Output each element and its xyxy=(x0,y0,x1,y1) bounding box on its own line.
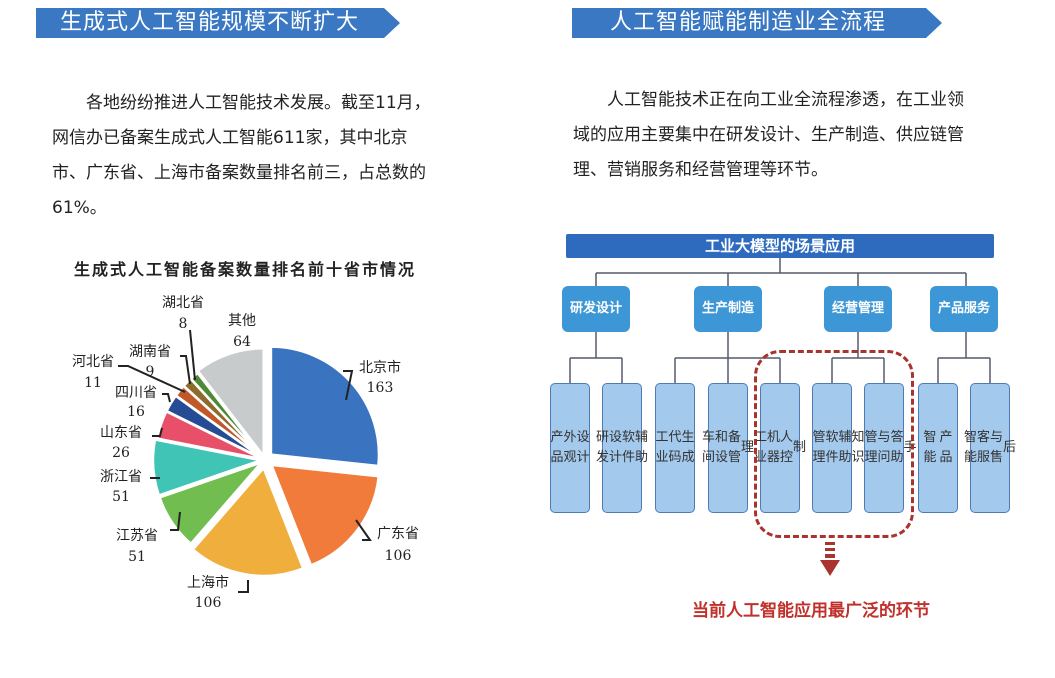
leaf-text-line: 车间 xyxy=(701,430,715,465)
highlight-dashed-box xyxy=(754,350,914,538)
leaf-text-line: 制 xyxy=(793,440,807,455)
right-paragraph-line: 理、营销服务和经营管理等环节。 xyxy=(573,160,828,180)
leaf-box: 智能 产品 xyxy=(918,383,958,513)
leaf-text-line: 代码 xyxy=(668,430,682,465)
label-hunan: 湖南省 xyxy=(129,344,171,360)
value-other: 64 xyxy=(233,334,251,350)
leaf-box: 智能 客服 与售后 xyxy=(964,383,1016,513)
label-shanghai: 上海市 xyxy=(187,574,229,591)
value-shandong: 26 xyxy=(112,445,130,461)
value-hubei: 8 xyxy=(179,316,188,332)
left-paragraph-line: 61%。 xyxy=(52,198,107,218)
value-hunan: 9 xyxy=(146,364,155,380)
value-beijing: 163 xyxy=(367,380,394,396)
leaf-text-line: 管理 xyxy=(812,430,826,465)
left-paragraph-line: 各地纷纷推进人工智能技术发展。截至11月， xyxy=(52,93,431,113)
leaf-text-line: 工业 xyxy=(655,430,669,465)
value-sichuan: 16 xyxy=(127,404,145,420)
category-rd-design: 研发设计 xyxy=(562,286,630,332)
right-banner-title: 人工智能赋能制造业全流程 xyxy=(610,10,887,35)
pie-slice-0 xyxy=(269,345,381,468)
category-operations: 经营管理 xyxy=(824,286,892,332)
label-guangdong: 广东省 xyxy=(377,526,419,542)
leaf-text-line: 辅助 xyxy=(838,430,852,465)
leaf-box: 知识 管理 与问 答助手 xyxy=(851,383,917,513)
pie-slice-2 xyxy=(191,465,305,578)
leaf-text-line: 与售 xyxy=(990,430,1004,465)
leaf-text-line: 软件 xyxy=(825,430,839,465)
label-sichuan: 四川省 xyxy=(115,385,157,401)
value-zhejiang: 51 xyxy=(112,489,130,505)
diagram-title: 工业大模型的场景应用 xyxy=(566,234,994,258)
leaf-text-line: 客服 xyxy=(976,430,990,465)
leaf-text-line: 和设 xyxy=(714,430,728,465)
leaf-text-line: 辅助 xyxy=(635,430,649,465)
left-paragraph-line: 网信办已备案生成式人工智能611家，其中北京 xyxy=(52,128,408,148)
leaf-text-line: 理 xyxy=(741,440,755,455)
leaf-text-line: 软件 xyxy=(622,430,636,465)
leaf-text-line: 机器 xyxy=(766,430,780,465)
leaf-text-line: 知识 xyxy=(851,430,865,465)
label-shandong: 山东省 xyxy=(100,425,142,441)
leaf-text-line: 产品 xyxy=(550,430,564,465)
left-banner-title: 生成式人工智能规模不断扩大 xyxy=(60,10,360,35)
leaf-box: 车间 和设 备管理 xyxy=(702,383,754,513)
leaf-text-line: 备管 xyxy=(728,430,742,465)
value-shanghai: 106 xyxy=(195,595,222,611)
pie-labels: 北京市 163 广东省 106 上海市 106 江苏省 51 浙江省 51 山东… xyxy=(72,295,419,611)
leaf-box: 工业 代码 生成 xyxy=(655,383,695,513)
leaf-box: 管理 软件 辅助 xyxy=(812,383,852,513)
pie-slice-10 xyxy=(195,346,265,460)
pie-chart-title: 生成式人工智能备案数量排名前十省市情况 xyxy=(74,260,417,279)
label-hebei: 河北省 xyxy=(72,354,114,370)
leaf-box: 产品 外观 设计 xyxy=(550,383,590,513)
leaf-text-line: 研发 xyxy=(595,430,609,465)
leaf-text-line: 后 xyxy=(1003,440,1017,455)
leaf-text-line: 工业 xyxy=(753,430,767,465)
leaf-text-line: 与问 xyxy=(877,430,891,465)
leaf-text-line: 设计 xyxy=(576,430,590,465)
category-product-service: 产品服务 xyxy=(930,286,998,332)
pie-slices xyxy=(151,345,381,578)
pie-slice-1 xyxy=(269,463,381,567)
right-section-banner: 人工智能赋能制造业全流程 xyxy=(572,8,942,38)
label-beijing: 北京市 xyxy=(359,359,401,376)
highlight-caption: 当前人工智能应用最广泛的环节 xyxy=(692,601,930,621)
leaf-text-line: 答助 xyxy=(890,430,904,465)
pie-chart: 北京市 163 广东省 106 上海市 106 江苏省 51 浙江省 51 山东… xyxy=(72,295,419,611)
leaf-text-line: 智能 xyxy=(963,430,977,465)
right-paragraph-line: 人工智能技术正在向工业全流程渗透，在工业领 xyxy=(573,90,964,110)
value-hebei: 11 xyxy=(84,375,102,391)
left-paragraph: 各地纷纷推进人工智能技术发展。截至11月， 网信办已备案生成式人工智能611家，… xyxy=(52,86,502,226)
leaf-text-line: 外观 xyxy=(563,430,577,465)
leaf-text-line: 人控 xyxy=(780,430,794,465)
leaf-text-line: 产品 xyxy=(939,430,953,465)
pie-slice-4 xyxy=(151,438,266,498)
leaf-box: 研发 设计 软件 辅助 xyxy=(596,383,648,513)
down-arrow-icon xyxy=(820,542,840,576)
label-zhejiang: 浙江省 xyxy=(100,469,142,485)
leaf-text-line: 生成 xyxy=(681,430,695,465)
left-paragraph-line: 市、广东省、上海市备案数量排名前三，占总数的 xyxy=(52,163,426,183)
label-other: 其他 xyxy=(228,313,256,329)
right-paragraph: 人工智能技术正在向工业全流程渗透，在工业领 域的应用主要集中在研发设计、生产制造… xyxy=(573,83,1043,188)
pie-slice-3 xyxy=(157,459,266,546)
leaf-text-line: 设计 xyxy=(608,430,622,465)
leaf-box: 工业 机器 人控制 xyxy=(754,383,806,513)
leaf-text-line: 智能 xyxy=(923,430,937,465)
label-jiangsu: 江苏省 xyxy=(116,528,158,544)
pie-leader-lines xyxy=(118,329,372,593)
label-hubei: 湖北省 xyxy=(162,295,204,311)
left-section-banner: 生成式人工智能规模不断扩大 xyxy=(36,8,400,38)
category-production: 生产制造 xyxy=(694,286,762,332)
leaf-text-line: 管理 xyxy=(864,430,878,465)
value-guangdong: 106 xyxy=(385,548,412,564)
right-paragraph-line: 域的应用主要集中在研发设计、生产制造、供应链管 xyxy=(573,125,964,145)
value-jiangsu: 51 xyxy=(128,549,146,565)
